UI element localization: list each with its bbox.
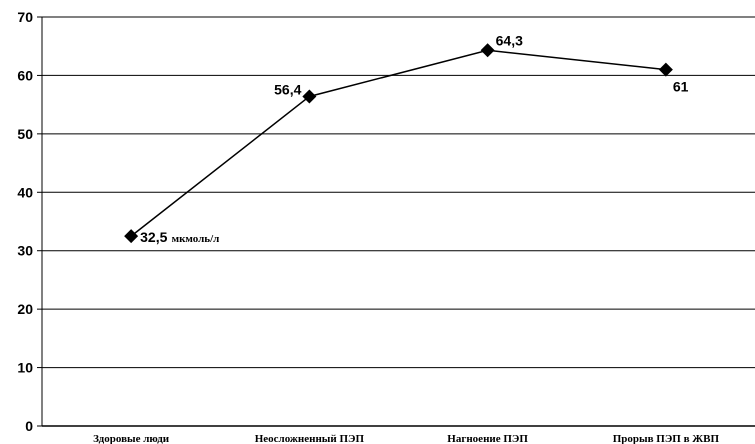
data-labels: 32,5 56,4 64,3 61 мкмоль/л (140, 32, 689, 245)
y-tick-label: 0 (25, 418, 33, 434)
y-axis-ticks: 0 10 20 30 40 50 60 70 (17, 9, 42, 434)
x-category-label: Неосложненный ПЭП (255, 433, 365, 444)
x-category-label: Нагноение ПЭП (447, 433, 528, 444)
y-tick-label: 70 (17, 9, 33, 25)
data-label: 32,5 (140, 229, 167, 245)
data-point-marker (124, 229, 139, 244)
series-polyline (130, 49, 666, 237)
data-label: 61 (673, 79, 689, 95)
x-category-label: Прорыв ПЭП в ЖВП (613, 433, 720, 444)
data-label: 64,3 (496, 32, 523, 48)
gridlines (42, 16, 755, 369)
data-point-marker (302, 89, 317, 104)
axes (41, 17, 755, 427)
data-label: 56,4 (274, 81, 301, 97)
x-axis-categories: Здоровые люди Неосложненный ПЭП Нагноение … (93, 433, 719, 444)
y-tick-label: 50 (17, 126, 33, 142)
series-line (130, 49, 666, 237)
unit-annotation: мкмоль/л (172, 233, 220, 245)
series-markers (124, 43, 673, 244)
y-tick-label: 40 (17, 184, 33, 200)
data-point-marker (480, 43, 495, 58)
x-category-label: Здоровые люди (93, 433, 170, 444)
data-point-marker (658, 62, 673, 77)
y-tick-label: 60 (17, 67, 33, 83)
y-tick-label: 10 (17, 360, 33, 376)
y-tick-label: 20 (17, 301, 33, 317)
y-tick-label: 30 (17, 243, 33, 259)
